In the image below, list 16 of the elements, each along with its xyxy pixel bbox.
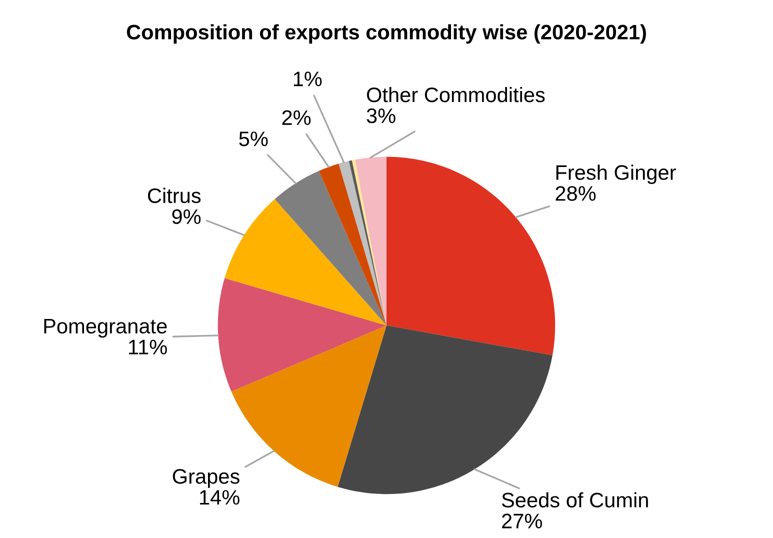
data-label: 3% <box>366 108 396 124</box>
chart-title: Composition of exports commodity wise (2020-2021) <box>126 24 646 44</box>
data-label: 14% <box>200 490 240 505</box>
data-label: 11% <box>129 340 167 354</box>
slice-label: Grapes <box>172 469 240 488</box>
slice-label: Other Commodities <box>366 86 545 102</box>
data-label: 2% <box>282 110 311 125</box>
slice-label: Citrus <box>148 188 201 204</box>
data-label: 1% <box>294 72 322 86</box>
slice-label: Seeds of Cumin <box>502 492 648 508</box>
data-label: 9% <box>172 209 201 224</box>
slice-label: Pomegranate <box>44 319 167 338</box>
data-label: 28% <box>556 186 596 201</box>
data-label: 27% <box>502 514 542 528</box>
slice-label: Fresh Ginger <box>556 164 676 184</box>
data-label: 5% <box>239 132 268 146</box>
